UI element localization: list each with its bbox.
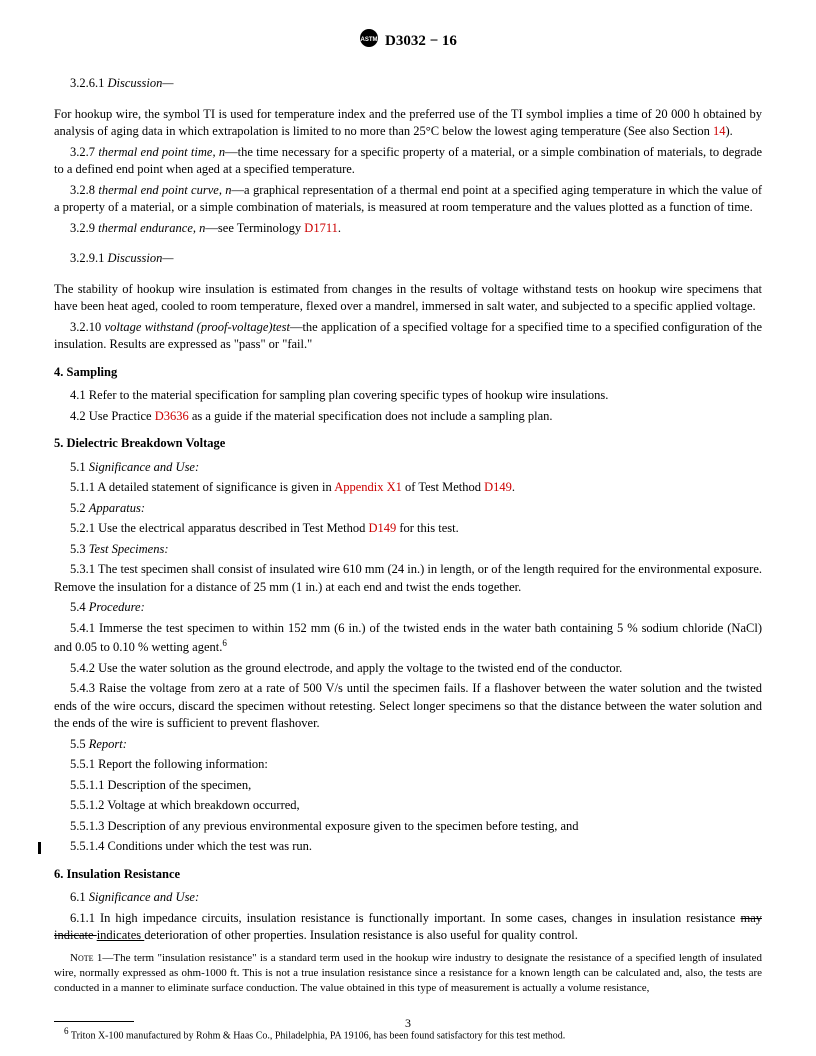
- page-number: 3: [0, 1015, 816, 1032]
- para-5514: 5.5.1.4 Conditions under which the test …: [54, 838, 762, 856]
- para-5512: 5.5.1.2 Voltage at which breakdown occur…: [54, 797, 762, 815]
- ref-section-14[interactable]: 14: [713, 124, 726, 138]
- para-5513: 5.5.1.3 Description of any previous envi…: [54, 818, 762, 836]
- para-531: 5.3.1 The test specimen shall consist of…: [54, 561, 762, 596]
- note-label: Note 1: [70, 952, 102, 964]
- para-551: 5.5.1 Report the following information:: [54, 756, 762, 774]
- note-1: Note 1—The term "insulation resistance" …: [54, 951, 762, 997]
- para-611: 6.1.1 In high impedance circuits, insula…: [54, 910, 762, 945]
- def-329: 3.2.9 thermal endurance, n—see Terminolo…: [54, 220, 762, 238]
- ref-d1711[interactable]: D1711: [304, 221, 338, 235]
- para-55: 5.5 Report:: [54, 736, 762, 754]
- para-51: 5.1 Significance and Use:: [54, 459, 762, 477]
- para-542: 5.4.2 Use the water solution as the grou…: [54, 660, 762, 678]
- para-54: 5.4 Procedure:: [54, 599, 762, 617]
- ref-appendix-x1[interactable]: Appendix X1: [334, 480, 402, 494]
- para-543: 5.4.3 Raise the voltage from zero at a r…: [54, 680, 762, 733]
- def-327: 3.2.7 thermal end point time, n—the time…: [54, 144, 762, 179]
- def-328: 3.2.8 thermal end point curve, n—a graph…: [54, 182, 762, 217]
- para-521: 5.2.1 Use the electrical apparatus descr…: [54, 520, 762, 538]
- heading-5: 5. Dielectric Breakdown Voltage: [54, 435, 762, 453]
- para-42: 4.2 Use Practice D3636 as a guide if the…: [54, 408, 762, 426]
- para-61: 6.1 Significance and Use:: [54, 889, 762, 907]
- para-511: 5.1.1 A detailed statement of significan…: [54, 479, 762, 497]
- doc-id: D3032 − 16: [385, 33, 457, 49]
- heading-6: 6. Insulation Resistance: [54, 866, 762, 884]
- inserted-text: indicates: [97, 928, 145, 942]
- def-3261: 3.2.6.1 Discussion—: [54, 75, 762, 93]
- para-stability: The stability of hookup wire insulation …: [54, 281, 762, 316]
- para-52: 5.2 Apparatus:: [54, 500, 762, 518]
- ref-d3636[interactable]: D3636: [155, 409, 189, 423]
- para-5511: 5.5.1.1 Description of the specimen,: [54, 777, 762, 795]
- para-hookup: For hookup wire, the symbol TI is used f…: [54, 106, 762, 141]
- para-541: 5.4.1 Immerse the test specimen to withi…: [54, 620, 762, 657]
- def-3291: 3.2.9.1 Discussion—: [54, 250, 762, 268]
- ref-d149-1[interactable]: D149: [484, 480, 512, 494]
- def-3210: 3.2.10 voltage withstand (proof-voltage)…: [54, 319, 762, 354]
- para-53: 5.3 Test Specimens:: [54, 541, 762, 559]
- change-bar-icon: [38, 842, 41, 854]
- heading-4: 4. Sampling: [54, 364, 762, 382]
- ref-d149-2[interactable]: D149: [368, 521, 396, 535]
- footnote-ref-6[interactable]: 6: [222, 638, 227, 648]
- doc-header: ASTM D3032 − 16: [54, 28, 762, 55]
- para-41: 4.1 Refer to the material specification …: [54, 387, 762, 405]
- svg-text:ASTM: ASTM: [361, 37, 378, 43]
- astm-logo: ASTM: [359, 28, 379, 55]
